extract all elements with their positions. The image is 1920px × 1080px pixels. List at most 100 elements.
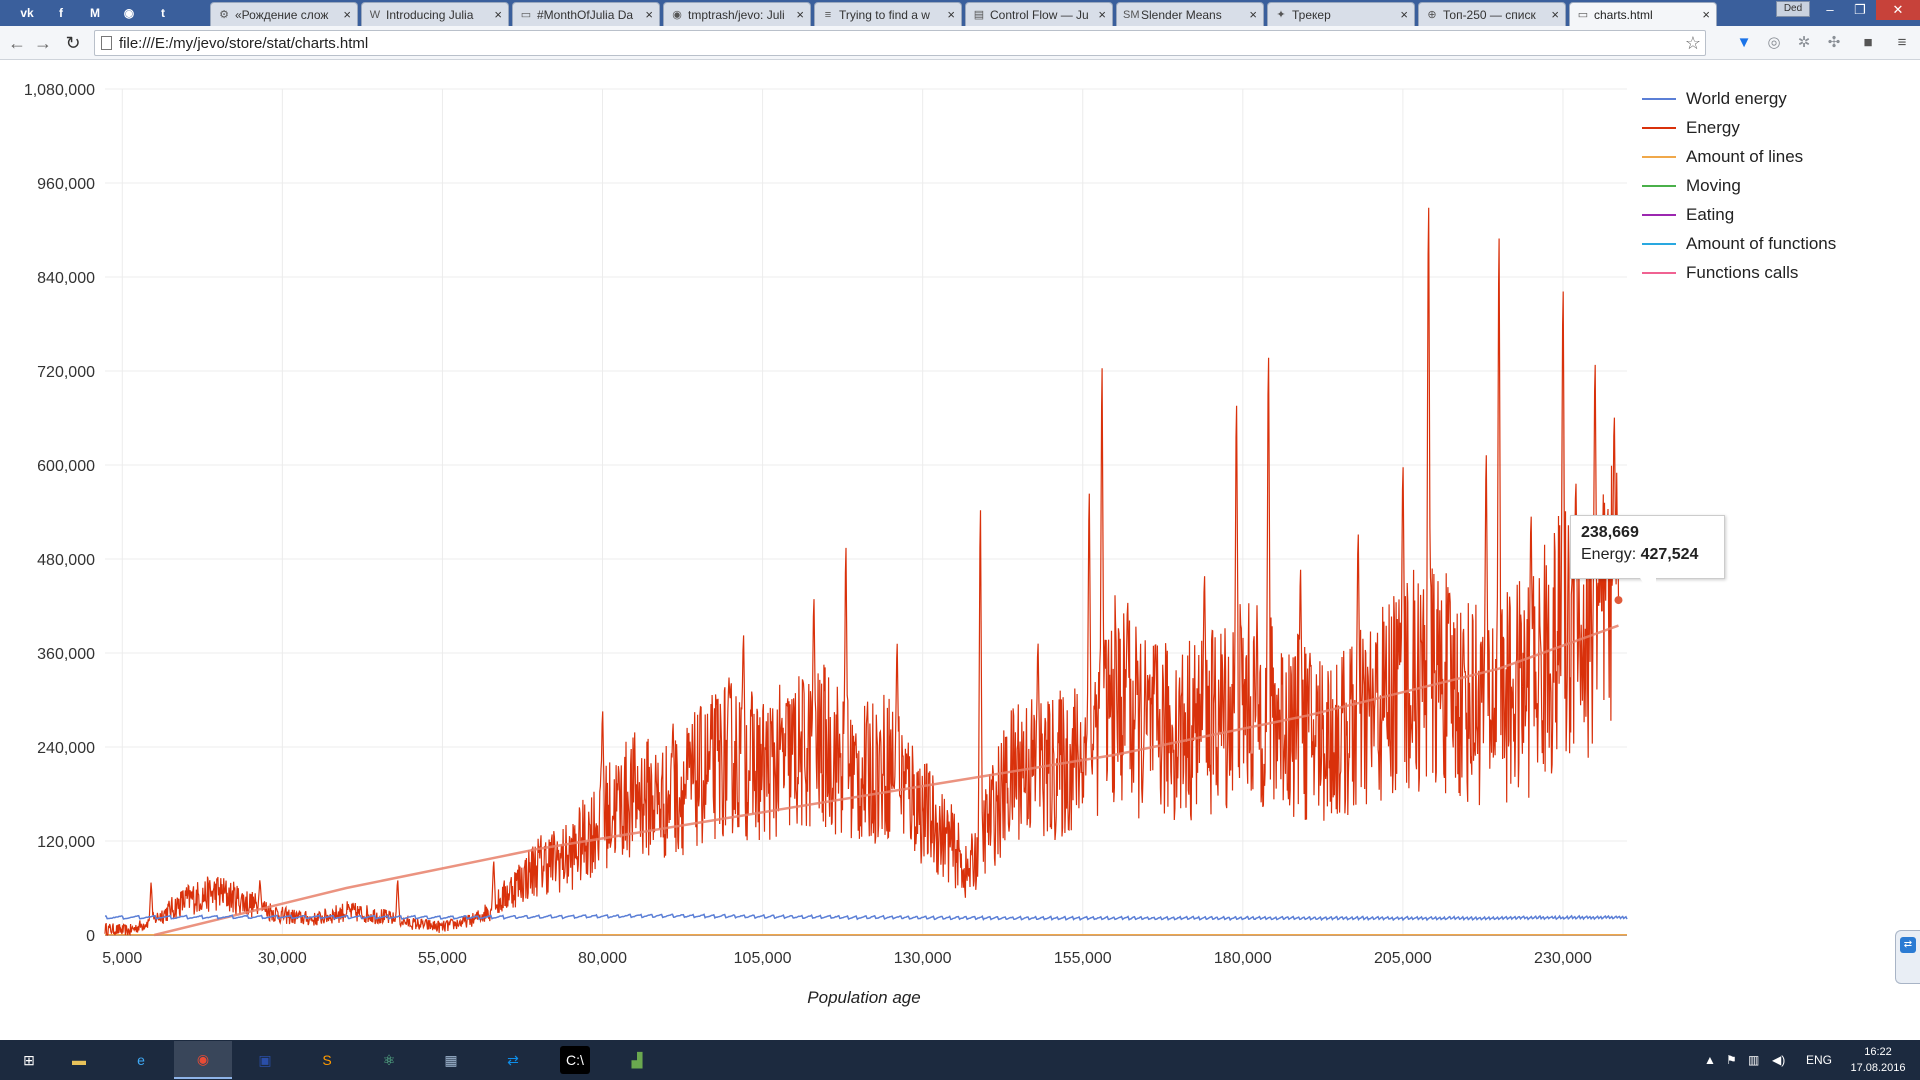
- x-tick-label: 230,000: [1534, 950, 1592, 967]
- forward-button[interactable]: →: [34, 33, 52, 53]
- back-button[interactable]: ←: [8, 33, 26, 53]
- close-tab-icon[interactable]: ×: [796, 7, 804, 22]
- extension-gear-icon[interactable]: ✲: [1797, 34, 1811, 51]
- legend-item[interactable]: Amount of functions: [1642, 229, 1836, 258]
- file-explorer-icon[interactable]: ▬: [50, 1041, 108, 1079]
- tab-label: Trying to find a w: [839, 7, 930, 22]
- y-tick-label: 720,000: [37, 364, 95, 381]
- close-tab-icon[interactable]: ×: [494, 7, 502, 22]
- tumblr-icon[interactable]: t: [161, 6, 165, 20]
- y-tick-label: 120,000: [37, 834, 95, 851]
- minimize-button[interactable]: –: [1826, 2, 1834, 17]
- extension-puzzle-icon[interactable]: ✣: [1827, 34, 1841, 51]
- tray-arrow-icon[interactable]: ▲: [1704, 1053, 1716, 1067]
- grid-lines: [105, 88, 1627, 936]
- close-tab-icon[interactable]: ×: [343, 7, 351, 22]
- wikibooks-icon: W: [369, 8, 381, 21]
- x-tick-label: 5,000: [102, 950, 142, 967]
- extension-circle-icon[interactable]: ◎: [1767, 34, 1781, 51]
- start-button[interactable]: ⊞: [0, 1041, 58, 1079]
- browser-toolbar: ← → ↻ file:///E:/my/jevo/store/stat/char…: [0, 26, 1920, 60]
- tooltip-separator: :: [1631, 546, 1641, 563]
- line-chart: 0 120,000 240,000 360,000 480,000 600,000 720,…: [24, 82, 1628, 1007]
- browser-tab[interactable]: ▤ Control Flow — Ju ×: [965, 2, 1113, 26]
- browser-tab[interactable]: ≡ Trying to find a w ×: [814, 2, 962, 26]
- close-window-button[interactable]: ✕: [1876, 0, 1920, 20]
- vk-icon[interactable]: vk: [20, 6, 34, 20]
- x-tick-label: 30,000: [258, 950, 307, 967]
- bookmark-star-icon[interactable]: ☆: [1684, 33, 1701, 53]
- volume-icon[interactable]: ◀): [1772, 1053, 1786, 1067]
- legend-swatch: [1642, 155, 1676, 158]
- x-tick-label: 180,000: [1214, 950, 1272, 967]
- close-tab-icon[interactable]: ×: [947, 7, 955, 22]
- browser-tab[interactable]: ▭ charts.html ×: [1569, 2, 1717, 26]
- browser-tab[interactable]: ⊕ Топ-250 — списк ×: [1418, 2, 1566, 26]
- legend-item[interactable]: World energy: [1642, 84, 1836, 113]
- tooltip-x: 238,669: [1581, 524, 1639, 541]
- flag-icon[interactable]: ⚑: [1726, 1053, 1737, 1067]
- legend-label: Energy: [1686, 117, 1740, 137]
- sublime-text-icon[interactable]: S: [298, 1041, 356, 1079]
- address-bar[interactable]: file:///E:/my/jevo/store/stat/charts.htm…: [94, 30, 1706, 56]
- close-tab-icon[interactable]: ×: [645, 7, 653, 22]
- chart-app-icon[interactable]: ▟: [608, 1041, 666, 1079]
- page-icon: [101, 36, 112, 50]
- facebook-icon[interactable]: f: [59, 6, 63, 20]
- y-tick-label: 360,000: [37, 646, 95, 663]
- close-tab-icon[interactable]: ×: [1702, 7, 1710, 22]
- teamviewer-icon[interactable]: ⇄: [484, 1041, 542, 1079]
- language-indicator[interactable]: ENG: [1806, 1053, 1833, 1067]
- menu-icon[interactable]: ≡: [1897, 34, 1907, 51]
- y-tick-label: 480,000: [37, 552, 95, 569]
- hover-point: [1614, 596, 1623, 605]
- legend-item[interactable]: Functions calls: [1642, 258, 1836, 287]
- monitor-app-icon[interactable]: ▦: [422, 1041, 480, 1079]
- browser-tab[interactable]: ▭ #MonthOfJulia Da ×: [512, 2, 660, 26]
- clock-time: 16:22: [1864, 1046, 1892, 1058]
- network-icon[interactable]: ▥: [1748, 1053, 1760, 1067]
- chrome-icon[interactable]: ◉: [174, 1041, 232, 1079]
- restore-button[interactable]: ❐: [1854, 2, 1866, 17]
- clock[interactable]: 16:22 17.08.2016: [1838, 1044, 1918, 1076]
- legend-item[interactable]: Moving: [1642, 171, 1836, 200]
- tab-label: Трекер: [1292, 7, 1331, 22]
- legend-swatch: [1642, 213, 1676, 216]
- tab-label: «Рождение слож: [235, 7, 329, 22]
- extension-square-icon[interactable]: ■: [1863, 34, 1873, 51]
- close-tab-icon[interactable]: ×: [1551, 7, 1559, 22]
- gmail-icon[interactable]: M: [90, 6, 100, 20]
- browser-tab[interactable]: ◉ tmptrash/jevo: Juli ×: [663, 2, 811, 26]
- tab-label: Топ-250 — списк: [1443, 7, 1536, 22]
- legend-item[interactable]: Eating: [1642, 200, 1836, 229]
- browser-tab[interactable]: ✦ Трекер ×: [1267, 2, 1415, 26]
- browser-tab[interactable]: ⚙ «Рождение слож ×: [210, 2, 358, 26]
- floppy-app-icon[interactable]: ▣: [236, 1041, 294, 1079]
- internet-explorer-icon[interactable]: e: [112, 1041, 170, 1079]
- monitor-app-icon-glyph: ▦: [444, 1051, 458, 1068]
- x-axis-ticks: 5,000 30,000 55,000 80,000 105,000 130,000 155…: [102, 950, 1592, 967]
- teamviewer-icon-glyph: ⇄: [507, 1051, 519, 1068]
- legend-swatch: [1642, 242, 1676, 245]
- close-tab-icon[interactable]: ×: [1400, 7, 1408, 22]
- profile-button[interactable]: Ded: [1776, 1, 1810, 17]
- windows-taskbar: ⊞ ▬ e ◉ ▣ S ⚛ ▦ ⇄ C:\ ▟ ▲ ⚑ ▥ ◀) ENG 16:22 17.08.2…: [0, 1040, 1920, 1080]
- legend-label: Amount of functions: [1686, 233, 1837, 253]
- console-icon[interactable]: C:\: [546, 1041, 604, 1079]
- close-tab-icon[interactable]: ×: [1249, 7, 1257, 22]
- close-tab-icon[interactable]: ×: [1098, 7, 1106, 22]
- legend-swatch: [1642, 97, 1676, 100]
- legend-item[interactable]: Energy: [1642, 113, 1836, 142]
- side-panel-tab[interactable]: ⇄: [1895, 930, 1920, 984]
- github-icon[interactable]: ◉: [123, 6, 135, 20]
- legend-item[interactable]: Amount of lines: [1642, 142, 1836, 171]
- reload-button[interactable]: ↻: [65, 33, 81, 53]
- y-axis-ticks: 0 120,000 240,000 360,000 480,000 600,000 720,…: [24, 82, 95, 945]
- sm-icon: SM: [1123, 8, 1140, 21]
- browser-tab[interactable]: W Introducing Julia ×: [361, 2, 509, 26]
- legend: World energy Energy Amount of lines Moving E…: [1642, 84, 1836, 287]
- browser-tab[interactable]: SM Slender Means ×: [1116, 2, 1264, 26]
- url-text[interactable]: file:///E:/my/jevo/store/stat/charts.htm…: [119, 35, 369, 52]
- atom-icon[interactable]: ⚛: [360, 1041, 418, 1079]
- extension-shield-icon[interactable]: ▼: [1736, 34, 1752, 51]
